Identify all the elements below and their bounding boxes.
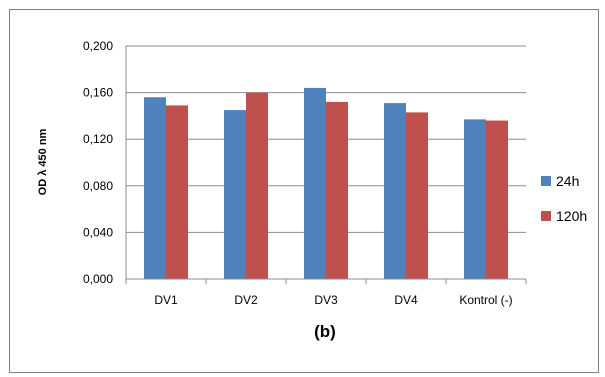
y-tick-label: 0,160 [83, 86, 113, 100]
x-tick-label: DV4 [394, 293, 418, 307]
legend: 24h 120h [541, 173, 587, 224]
legend-label-120h: 120h [556, 208, 587, 224]
legend-label-24h: 24h [556, 173, 579, 189]
y-tick-label: 0,000 [83, 272, 113, 286]
y-tick-label: 0,080 [83, 179, 113, 193]
bar-24h-4 [464, 119, 486, 280]
bar-120h-1 [246, 92, 268, 279]
x-tick-label: DV1 [154, 293, 178, 307]
bar-24h-0 [144, 97, 166, 279]
x-tick-labels: DV1 DV2 DV3 DV4 Kontrol (-) [154, 293, 512, 307]
bar-120h-4 [486, 120, 508, 279]
bar-24h-2 [304, 87, 326, 279]
bar-120h-3 [406, 112, 428, 279]
bar-24h-3 [384, 103, 406, 280]
legend-swatch-24h [541, 176, 551, 186]
x-tick-label: Kontrol (-) [459, 293, 512, 307]
axes [125, 46, 527, 284]
y-tick-label: 0,200 [83, 39, 113, 53]
x-tick-label: DV3 [314, 293, 338, 307]
legend-swatch-120h [541, 211, 551, 221]
bar-120h-0 [166, 105, 188, 279]
bar-24h-1 [224, 110, 246, 279]
y-tick-labels: 0,000 0,040 0,080 0,120 0,160 0,200 [83, 39, 113, 286]
bars [144, 87, 508, 280]
bar-120h-2 [326, 101, 348, 279]
y-tick-label: 0,040 [83, 225, 113, 239]
y-tick-label: 0,120 [83, 132, 113, 146]
x-tick-label: DV2 [234, 293, 258, 307]
y-axis-label: OD λ 450 nm [37, 128, 49, 195]
x-axis-label: (b) [314, 322, 336, 341]
